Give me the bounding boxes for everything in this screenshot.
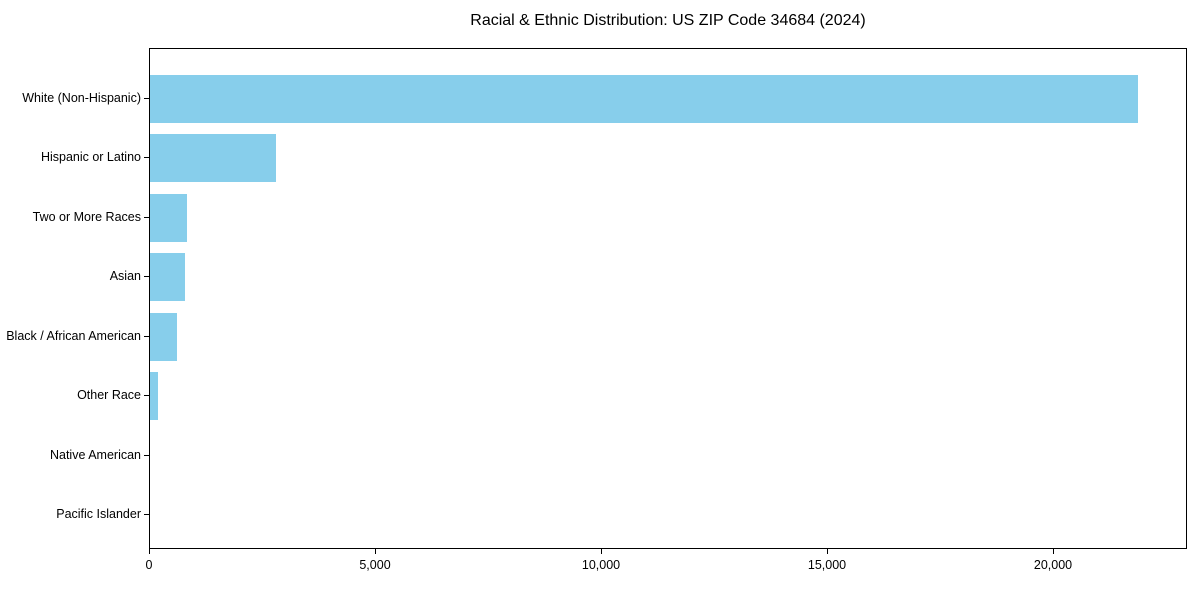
y-tick-mark bbox=[144, 216, 149, 218]
y-tick-mark bbox=[144, 97, 149, 99]
y-tick-mark bbox=[144, 454, 149, 456]
plot-area bbox=[149, 48, 1187, 549]
bar-white-non-hispanic bbox=[150, 74, 1138, 123]
x-axis-tick-label: 0 bbox=[145, 558, 153, 572]
chart-title: Racial & Ethnic Distribution: US ZIP Cod… bbox=[470, 12, 866, 29]
y-tick-mark bbox=[144, 335, 149, 337]
bar-other-race bbox=[150, 372, 158, 421]
y-axis-label: Native American bbox=[49, 447, 141, 462]
y-tick-mark bbox=[144, 157, 149, 159]
x-tick-mark bbox=[375, 549, 376, 554]
x-tick-mark bbox=[149, 549, 150, 554]
y-axis-label: Pacific Islander bbox=[56, 507, 141, 522]
y-axis-label: Two or More Races bbox=[32, 209, 141, 224]
y-axis-label: Other Race bbox=[77, 388, 141, 403]
x-axis-tick-label: 15,000 bbox=[807, 558, 847, 572]
x-tick-mark bbox=[827, 549, 828, 554]
x-tick-mark bbox=[1053, 549, 1054, 554]
bar-black-african-american bbox=[150, 312, 177, 361]
y-axis-label: White (Non-Hispanic) bbox=[22, 90, 141, 105]
y-tick-mark bbox=[144, 395, 149, 397]
x-axis-tick-label: 20,000 bbox=[1033, 558, 1073, 572]
y-tick-mark bbox=[144, 514, 149, 516]
y-tick-mark bbox=[144, 276, 149, 278]
bar-asian bbox=[150, 253, 185, 302]
bar-two-or-more-races bbox=[150, 193, 187, 242]
bar-hispanic-or-latino bbox=[150, 134, 276, 183]
x-tick-mark bbox=[601, 549, 602, 554]
x-axis-tick-label: 5,000 bbox=[359, 558, 391, 572]
y-axis-label: Black / African American bbox=[6, 328, 141, 343]
x-axis-tick-label: 10,000 bbox=[581, 558, 621, 572]
y-axis-label: Hispanic or Latino bbox=[40, 150, 141, 165]
y-axis-label: Asian bbox=[109, 269, 141, 284]
